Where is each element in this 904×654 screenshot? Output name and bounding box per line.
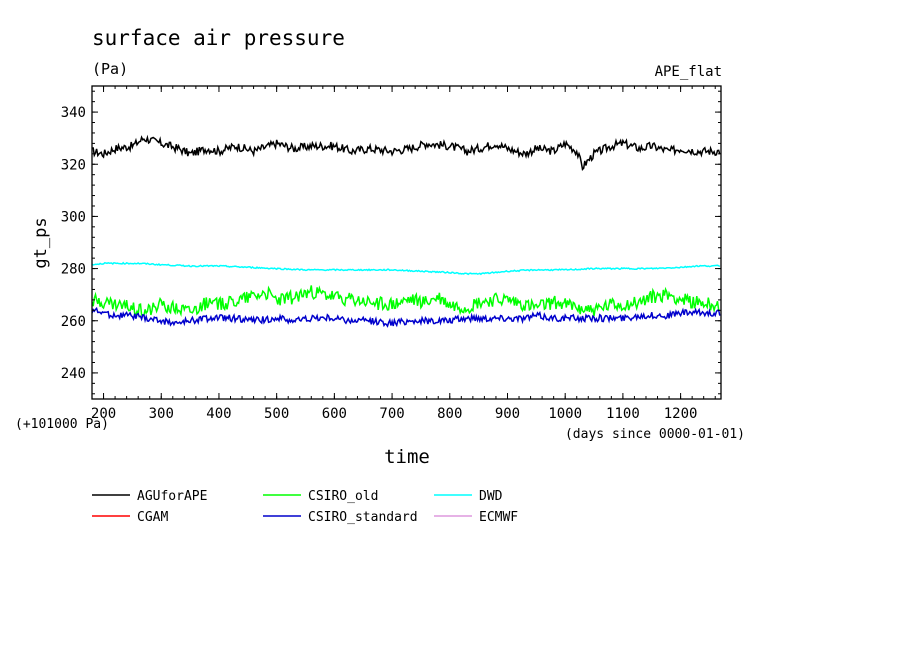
y-axis-label: gt_ps [31,217,51,268]
y-tick-label: 260 [61,314,86,330]
chart-title: surface air pressure [92,26,345,50]
x-tick-label: 800 [437,406,462,422]
x-tick-label: 300 [149,406,174,422]
x-tick-label: 500 [264,406,289,422]
plot-frame [91,85,722,400]
y-tick-label: 280 [61,262,86,278]
legend-label: ECMWF [479,510,518,525]
x-tick-label: 1200 [664,406,698,422]
x-tick-label: 700 [379,406,404,422]
x-axis: 200 300 400 500 600 700 800 900 1000 1100 1200 [91,86,716,422]
legend-label: CGAM [137,510,168,525]
legend: AGUforAPE CGAM CSIRO_old CSIRO_standard DWD E… [92,489,518,525]
x-tick-label: 200 [91,406,116,422]
y-axis: 240 260 280 300 320 340 [61,90,721,395]
y-tick-label: 300 [61,209,86,225]
x-axis-label: time [384,446,430,468]
legend-label: CSIRO_old [308,489,378,504]
legend-label: AGUforAPE [137,489,207,504]
x-units-label: (days since 0000-01-01) [565,427,745,442]
y-offset-label: (+101000 Pa) [15,417,109,432]
x-tick-label: 1000 [548,406,582,422]
series-line-csiro-standard [92,306,721,328]
legend-label: CSIRO_standard [308,510,418,525]
x-tick-label: 900 [495,406,520,422]
series-line-dwd [92,261,721,276]
y-tick-label: 320 [61,157,86,173]
x-tick-label: 600 [322,406,347,422]
series-line-csiro-old [92,285,720,318]
x-tick-label: 400 [206,406,231,422]
series-line-aguforape [92,134,721,172]
series-layer [92,134,721,328]
y-tick-label: 340 [61,105,86,121]
chart-units: (Pa) [92,60,128,78]
legend-label: DWD [479,489,503,504]
y-tick-label: 240 [61,366,86,382]
x-tick-label: 1100 [606,406,640,422]
experiment-label: APE_flat [655,64,722,80]
